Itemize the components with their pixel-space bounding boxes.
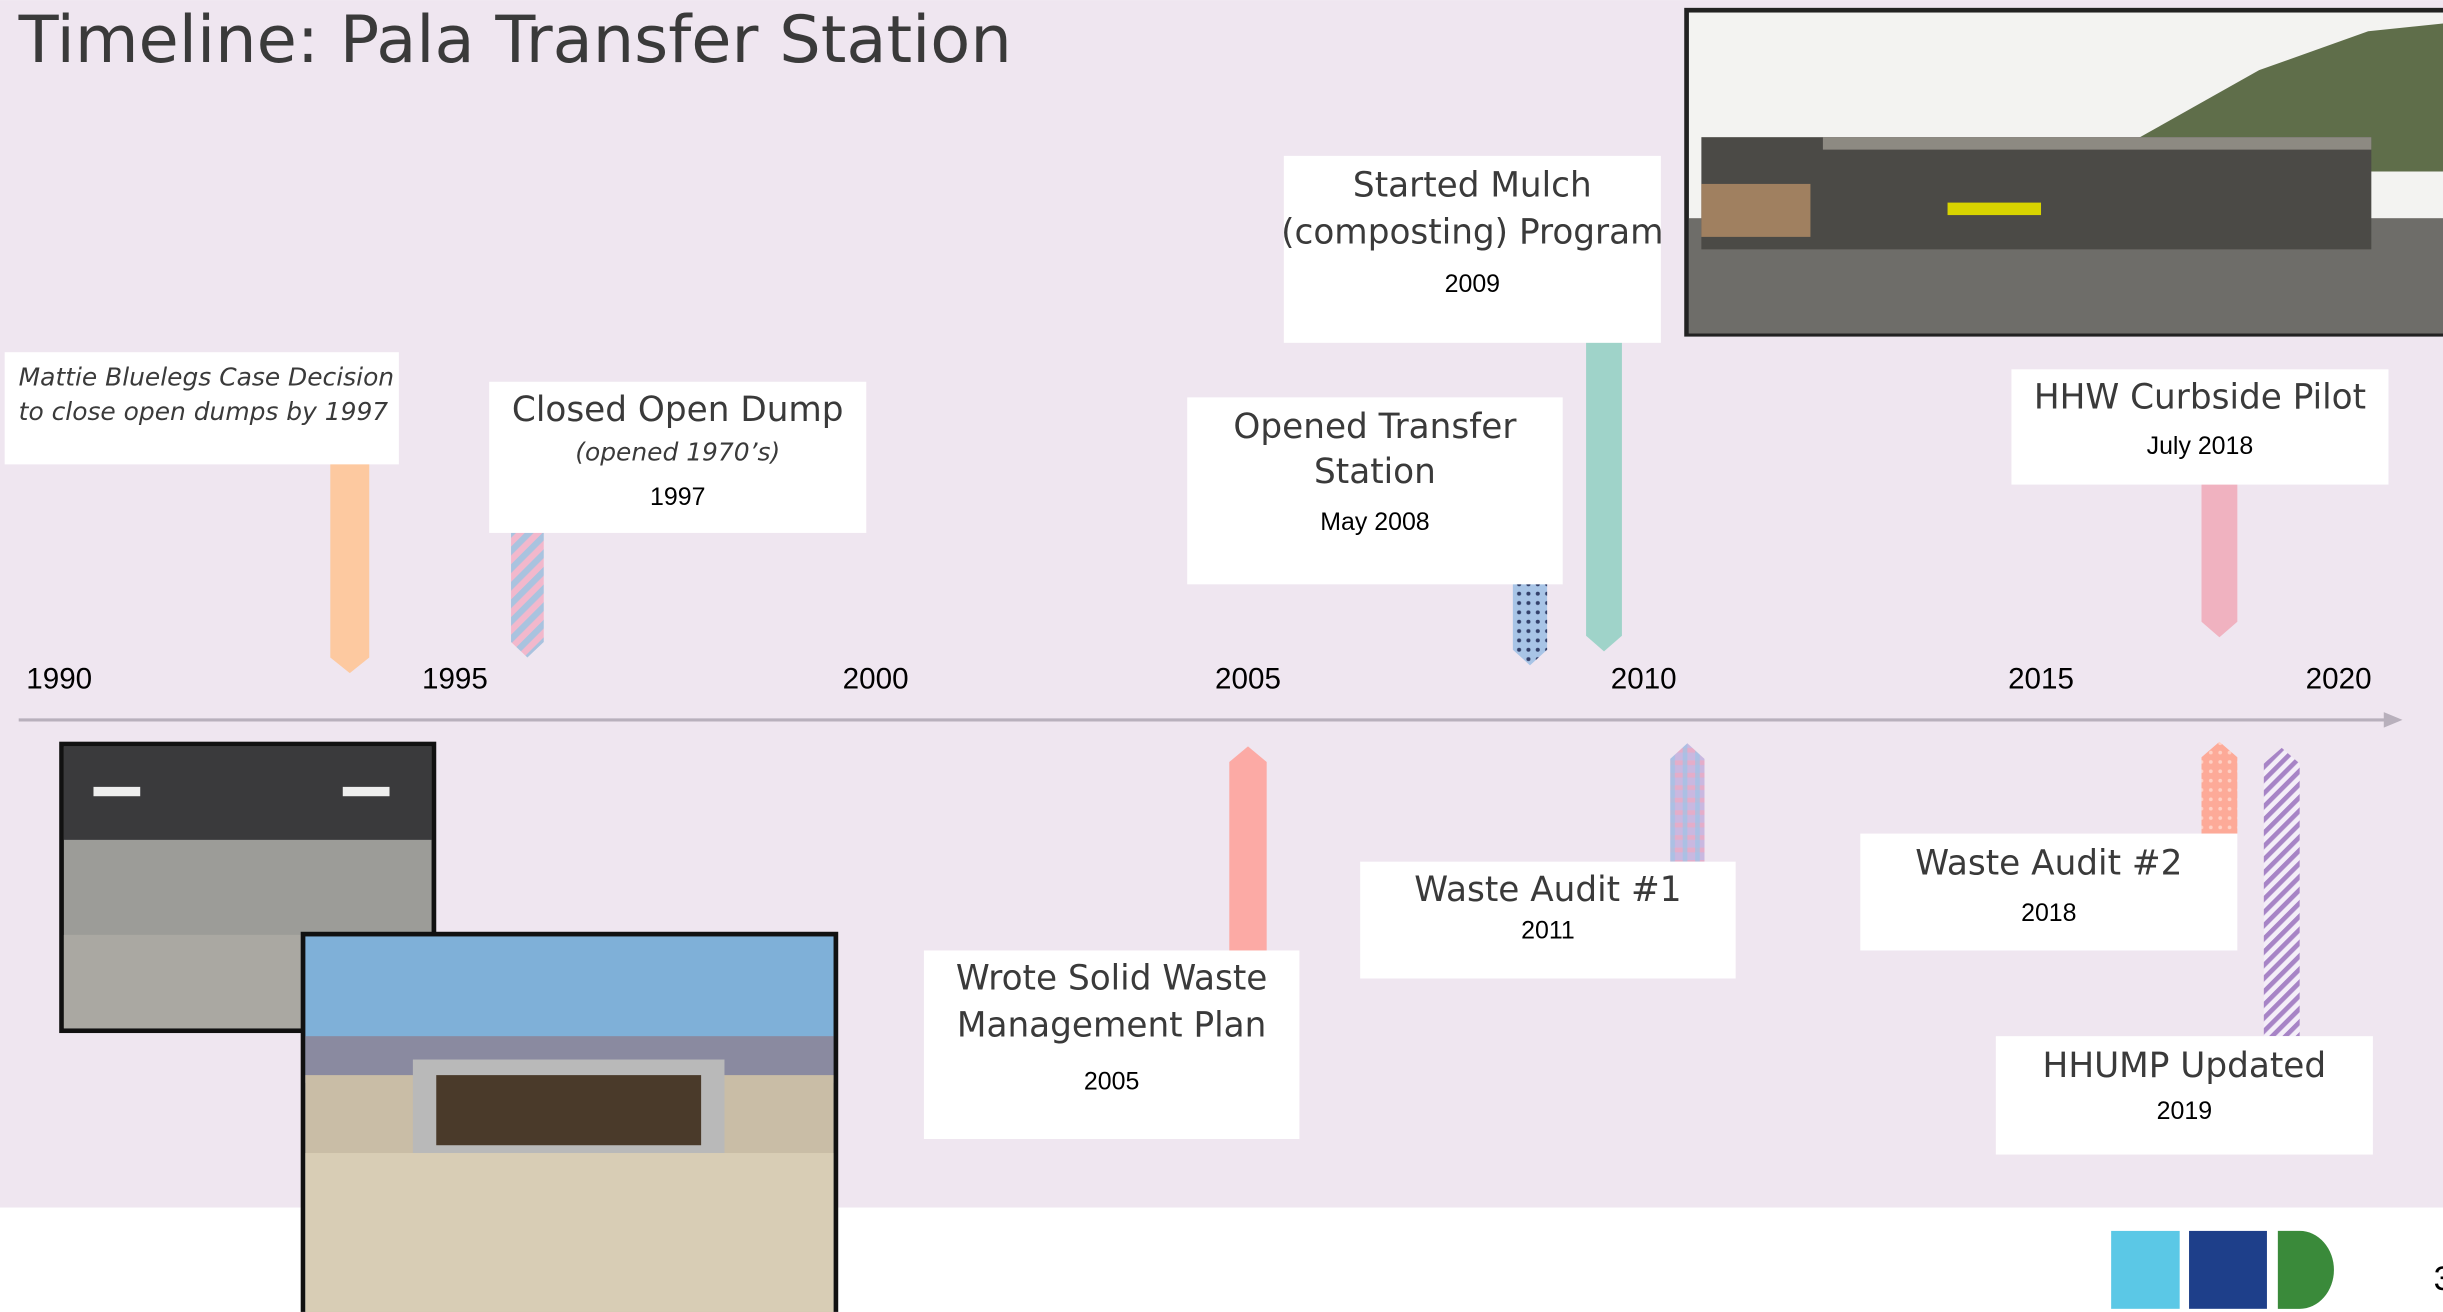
photo-facility: [1684, 8, 2443, 337]
event-date: July 2018: [2147, 432, 2254, 460]
event-date: 2011: [1521, 916, 1575, 944]
event-date: 2009: [1445, 270, 1500, 298]
slide: Timeline: Pala Transfer Station 3 1990 19…: [0, 0, 2443, 1312]
event-title: Mattie Bluelegs Case Decision: [19, 363, 394, 392]
year-label: 1995: [422, 663, 488, 696]
logo: [2111, 1231, 2334, 1309]
event-date: 2019: [2157, 1097, 2212, 1125]
event-arrow: [2202, 742, 2238, 834]
event-arrow: [1229, 746, 1266, 950]
event-note: (opened 1970’s): [575, 437, 780, 466]
event-title: Station: [1314, 452, 1436, 492]
year-label: 2000: [843, 663, 909, 696]
event-date: 1997: [650, 483, 705, 511]
event-title: HHW Curbside Pilot: [2034, 377, 2366, 417]
event-title: (composting) Program: [1281, 212, 1663, 252]
title: Timeline: Pala Transfer Station: [18, 2, 1012, 78]
event-title: Wrote Solid Waste: [956, 959, 1268, 999]
event-title: Closed Open Dump: [512, 390, 844, 430]
page-number: 3: [2434, 1260, 2443, 1298]
event-title: Started Mulch: [1353, 166, 1592, 206]
year-label: 2010: [1611, 663, 1677, 696]
event-arrow: [511, 519, 544, 658]
event-arrow: [2264, 748, 2300, 1036]
event-arrow: [1670, 743, 1704, 861]
year-label: 1990: [26, 663, 92, 696]
event-title: Waste Audit #1: [1414, 870, 1681, 910]
event-title: Opened Transfer: [1233, 407, 1517, 447]
event-title: Waste Audit #2: [1915, 843, 2182, 883]
event-title: HHUMP Updated: [2043, 1046, 2327, 1086]
event-date: 2005: [1084, 1067, 1139, 1095]
year-label: 2005: [1215, 663, 1281, 696]
year-label: 2015: [2008, 663, 2074, 696]
event-title: to close open dumps by 1997: [19, 397, 389, 426]
photo-shed-construction: [301, 932, 839, 1312]
event-arrow: [330, 435, 369, 673]
event-date: 2018: [2021, 899, 2076, 927]
event-title: Management Plan: [957, 1005, 1267, 1045]
year-label: 2020: [2306, 663, 2372, 696]
event-date: May 2008: [1320, 508, 1429, 536]
event-arrow: [2202, 482, 2238, 638]
page: {"title":"Timeline: Pala Transfer Statio…: [0, 0, 2443, 1312]
